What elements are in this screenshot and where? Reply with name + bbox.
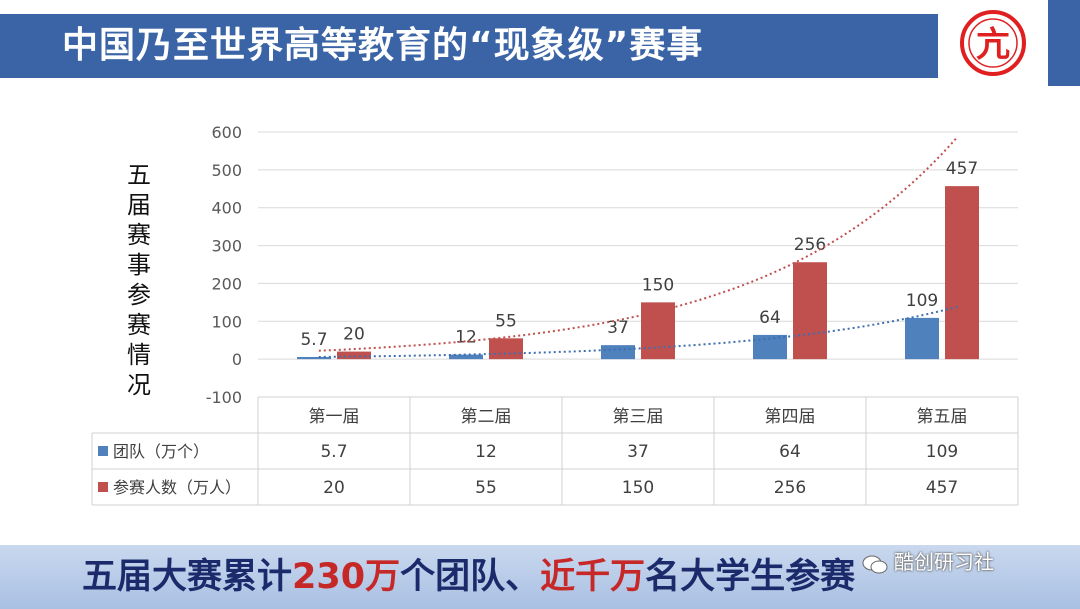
table-cell: 109: [926, 442, 958, 462]
table-cell: 12: [475, 442, 497, 462]
y-tick-label: 600: [211, 123, 242, 142]
wechat-icon: [862, 555, 888, 573]
data-label: 150: [642, 275, 674, 295]
y-tick-label: 300: [211, 237, 242, 256]
category-label: 第二届: [461, 407, 512, 427]
footer-part-3: 名大学生参赛: [645, 557, 856, 597]
title-stripe: [1048, 0, 1080, 86]
category-label: 第四届: [765, 407, 816, 427]
bar-teams: [601, 345, 635, 360]
data-label: 256: [794, 235, 826, 255]
bar-participants: [945, 186, 979, 360]
legend-label: 团队（万个）: [113, 442, 209, 461]
data-label: 20: [343, 325, 365, 345]
table-cell: 256: [774, 478, 806, 498]
table-cell: 37: [627, 442, 649, 462]
category-label: 第一届: [309, 407, 360, 427]
data-label: 37: [607, 318, 629, 338]
footer-text: 五届大赛累计230万个团队、近千万名大学生参赛: [82, 545, 855, 609]
chart-area: [0, 86, 1080, 544]
category-label: 第三届: [613, 407, 664, 427]
table-cell: 150: [622, 478, 654, 498]
bar-participants: [641, 302, 675, 360]
data-label: 5.7: [300, 330, 327, 350]
y-tick-label: 500: [211, 161, 242, 180]
legend-swatch: [98, 482, 108, 492]
trendline-teams: [318, 305, 958, 358]
legend-label: 参赛人数（万人）: [113, 478, 241, 497]
title-bar: 中国乃至世界高等教育的“现象级”赛事 亢: [0, 0, 1080, 86]
footer-part-2: 个团队、: [400, 557, 541, 597]
page-title: 中国乃至世界高等教育的“现象级”赛事: [62, 25, 704, 66]
table-cell: 55: [475, 478, 497, 498]
y-tick-label: 100: [211, 312, 242, 331]
data-label: 12: [455, 328, 477, 348]
y-axis-label: 五届赛事参赛情况: [127, 161, 151, 399]
y-tick-label: -100: [206, 388, 242, 407]
table-cell: 5.7: [320, 442, 347, 462]
footer-part-1: 五届大赛累计: [82, 557, 293, 597]
bar-teams: [905, 317, 939, 360]
footer-highlight-1: 230万: [292, 557, 401, 597]
logo-icon: 亢: [960, 10, 1026, 76]
table-cell: 64: [779, 442, 801, 462]
bar-teams: [297, 356, 331, 360]
bar-participants: [793, 262, 827, 360]
y-tick-label: 400: [211, 199, 242, 218]
logo-glyph: 亢: [976, 25, 1010, 65]
bar-participants: [337, 351, 371, 360]
title-band: [0, 14, 938, 78]
watermark: 酷创研习社: [862, 551, 994, 573]
chart: -100 0 100 200 300 400 500 600 5.7 12 37 64 109 20 55 1…: [91, 123, 1019, 506]
data-label: 457: [946, 159, 978, 179]
footer-banner: 五届大赛累计230万个团队、近千万名大学生参赛: [0, 545, 1080, 609]
data-label: 109: [906, 291, 938, 311]
bar-teams: [449, 354, 483, 360]
data-label: 64: [759, 308, 781, 328]
y-tick-label: 0: [232, 350, 242, 369]
bar-participants: [489, 338, 523, 360]
category-label: 第五届: [917, 407, 968, 427]
table-cell: 20: [323, 478, 345, 498]
table-cell: 457: [926, 478, 958, 498]
watermark-text: 酷创研习社: [894, 550, 994, 574]
data-label: 55: [495, 311, 517, 331]
footer-highlight-2: 近千万: [540, 557, 646, 597]
legend-swatch: [98, 446, 108, 456]
trendline-participants: [318, 136, 958, 352]
y-tick-label: 200: [211, 274, 242, 293]
